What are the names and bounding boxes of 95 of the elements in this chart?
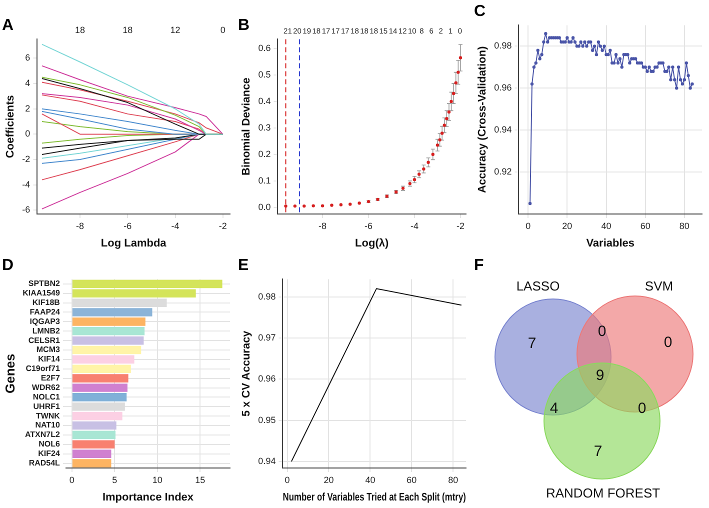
x-tick-label: 60 [640, 220, 650, 231]
y-axis-title: Genes [2, 354, 18, 394]
x-tick-label: -8 [318, 220, 327, 231]
y-tick-label: 0.92 [494, 166, 512, 177]
y-tick-label: 6 [25, 52, 30, 63]
x-tick-label: 80 [679, 220, 690, 231]
y-tick-label: 0.98 [258, 291, 276, 302]
x-tick-label: 0 [69, 474, 74, 485]
x-tick-label: 20 [324, 474, 334, 485]
x-tick-label: 10 [152, 474, 162, 485]
text: 7 [594, 443, 602, 460]
chart-title: B [238, 17, 250, 34]
y-tick-label: NAT10 [35, 420, 60, 430]
y-tick-label: C19orf71 [26, 364, 60, 374]
y-axis-title: 5 x CV Accuracy [240, 330, 253, 417]
text: 0 [220, 25, 226, 36]
x-axis-title: Variables [586, 237, 635, 250]
chart-title: C [474, 3, 486, 20]
y-tick-label: KIF14 [38, 354, 60, 364]
y-tick-label: TWNK [36, 411, 60, 420]
x-axis-title: Number of Variables Tried at Each Split (mtry) [282, 491, 466, 504]
y-tick-label: 0.2 [258, 148, 271, 159]
x-tick-label: -8 [76, 220, 84, 231]
x-tick-label: 20 [562, 220, 572, 231]
y-tick-label: 0 [25, 128, 30, 139]
text: 4 [550, 400, 558, 418]
chart-title: D [2, 257, 14, 274]
text: F [474, 257, 484, 274]
y-tick-label: SPTBN2 [28, 279, 60, 288]
y-tick-label: E2F7 [40, 374, 60, 383]
y-axis-title: Binomial Deviance [240, 78, 253, 176]
y-tick-label: 0.94 [258, 456, 276, 466]
x-tick-label: 0 [284, 474, 290, 485]
text: 18 [122, 25, 133, 36]
y-tick-label: NOLC1 [32, 392, 60, 402]
y-tick-label: -6 [22, 204, 30, 215]
y-tick-label: -2 [22, 154, 30, 164]
category-label: SVM [644, 278, 674, 294]
y-tick-label: 0.94 [494, 124, 512, 135]
x-tick-label: 0 [526, 220, 531, 231]
y-tick-label: KIF24 [38, 449, 60, 458]
x-tick-label: -4 [410, 220, 419, 231]
y-tick-label: MCM3 [36, 345, 60, 354]
y-tick-label: NOL6 [38, 440, 60, 449]
y-tick-label: WDR62 [32, 382, 60, 392]
text: 7 [528, 335, 536, 352]
y-tick-label: 0.6 [258, 42, 271, 53]
text: 9 [596, 367, 604, 384]
x-tick-label: -2 [456, 220, 464, 231]
y-tick-label: KIAA1549 [22, 288, 60, 298]
y-tick-label: FAAP24 [30, 307, 60, 316]
x-tick-label: 40 [365, 474, 376, 485]
y-tick-label: 0.5 [258, 69, 271, 80]
y-tick-label: 0.95 [258, 414, 276, 425]
y-tick-label: 0.97 [258, 332, 276, 343]
chart-title: A [2, 17, 14, 34]
y-tick-label: 0.98 [494, 40, 512, 51]
x-tick-label: 5 [112, 474, 118, 485]
x-tick-label: -4 [171, 220, 180, 231]
y-tick-label: 0.96 [258, 374, 276, 384]
y-tick-label: IQGAP3 [30, 316, 60, 326]
chart-title: E [238, 257, 249, 274]
text: 18 [75, 25, 86, 36]
y-tick-label: 0.3 [258, 122, 271, 132]
y-tick-label: 0.4 [258, 96, 271, 106]
x-tick-label: 80 [448, 474, 458, 485]
y-tick-label: RAD54L [28, 458, 60, 468]
text: 0 [598, 323, 606, 340]
y-tick-label: 0.0 [258, 202, 271, 212]
y-axis-title: Accuracy (Cross-Validation) [476, 46, 489, 193]
y-tick-label: CELSR1 [28, 336, 60, 345]
y-tick-label: 0.96 [494, 82, 512, 93]
x-tick-label: 60 [406, 474, 417, 485]
category-label: LASSO [516, 278, 560, 294]
x-tick-label: 15 [195, 474, 206, 485]
text: 0 [638, 400, 646, 418]
y-tick-label: KIF18B [32, 298, 60, 308]
y-tick-label: UHRF1 [33, 402, 60, 411]
category-label: RANDOM FOREST [546, 486, 660, 501]
x-tick-label: -6 [364, 220, 373, 231]
x-axis-title: Importance Index [102, 491, 194, 504]
x-tick-label: -6 [124, 220, 132, 231]
y-tick-label: -4 [22, 179, 30, 190]
y-tick-label: LMNB2 [32, 326, 60, 336]
x-axis-title: Log(λ) [355, 237, 389, 250]
y-tick-label: ATXN7L2 [24, 430, 60, 440]
x-axis-title: Log Lambda [100, 237, 168, 250]
x-tick-label: 40 [601, 220, 612, 231]
y-tick-label: 2 [25, 103, 30, 114]
text: 0 [664, 334, 672, 352]
x-tick-label: -2 [218, 220, 227, 231]
text: 12 [170, 25, 180, 36]
y-axis-title: Coefficients [4, 95, 17, 158]
y-tick-label: 4 [25, 78, 30, 88]
y-tick-label: 0.1 [258, 175, 271, 186]
